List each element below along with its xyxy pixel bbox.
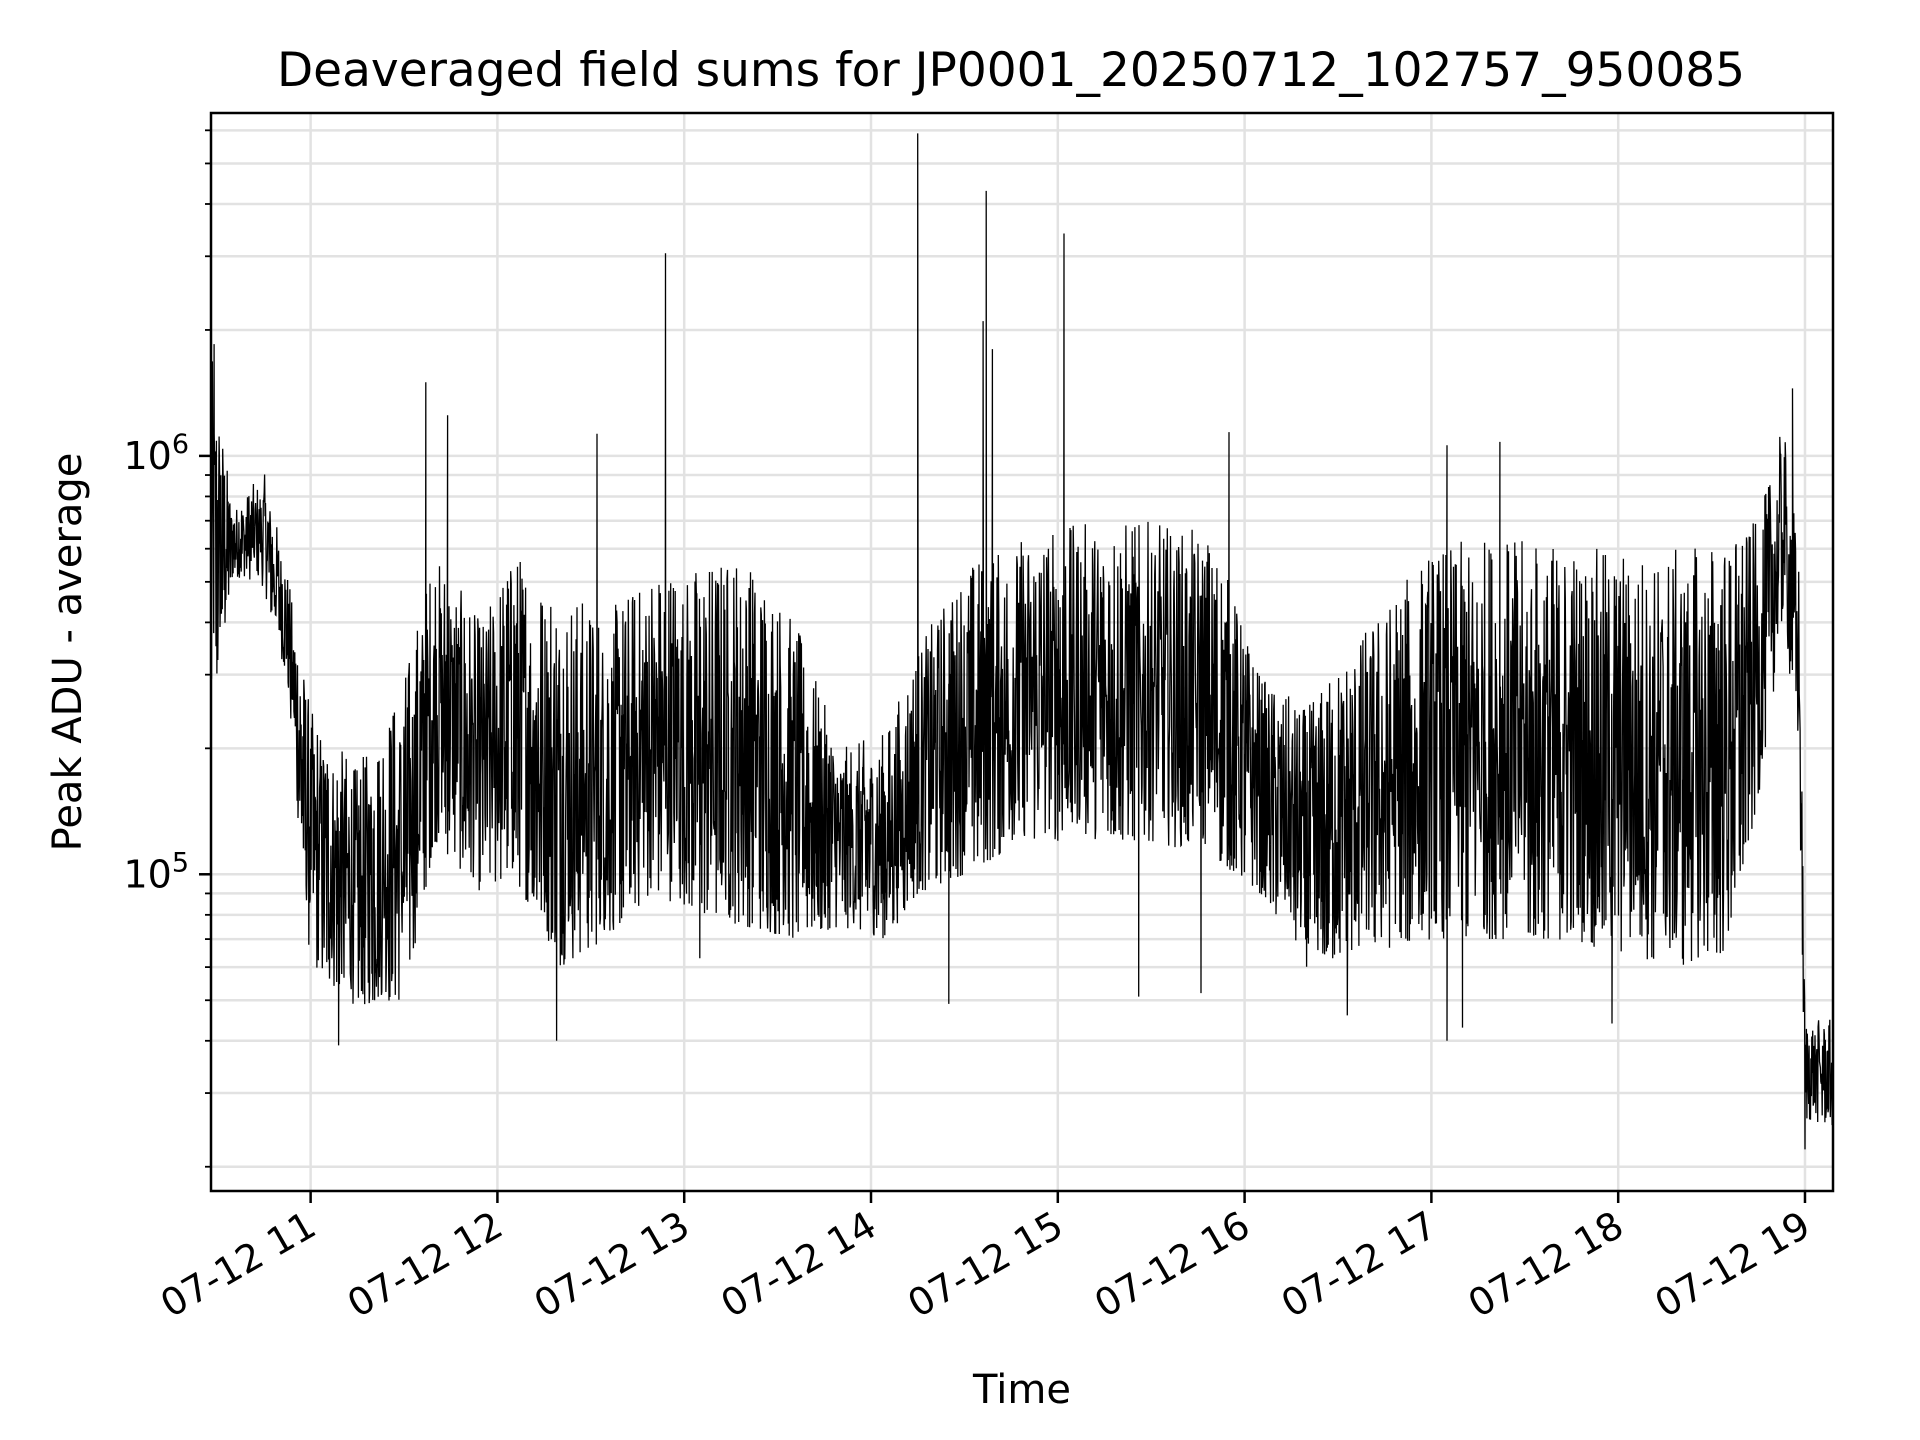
plot-area <box>210 133 1834 1150</box>
x-axis-label: Time <box>972 1367 1071 1413</box>
y-tick-label: 105 <box>123 847 189 896</box>
y-tick-label-exponent: 6 <box>172 429 189 460</box>
axes-frame <box>209 111 1835 1193</box>
y-axis-label: Peak ADU - average <box>45 453 91 852</box>
y-tick-label: 106 <box>123 429 189 478</box>
y-tick-label-exponent: 5 <box>172 847 189 878</box>
series-line <box>210 133 1834 1150</box>
y-tick-label-base: 10 <box>123 434 171 478</box>
y-tick-label-base: 10 <box>123 852 171 896</box>
chart-title: Deaveraged field sums for JP0001_2025071… <box>277 43 1745 98</box>
